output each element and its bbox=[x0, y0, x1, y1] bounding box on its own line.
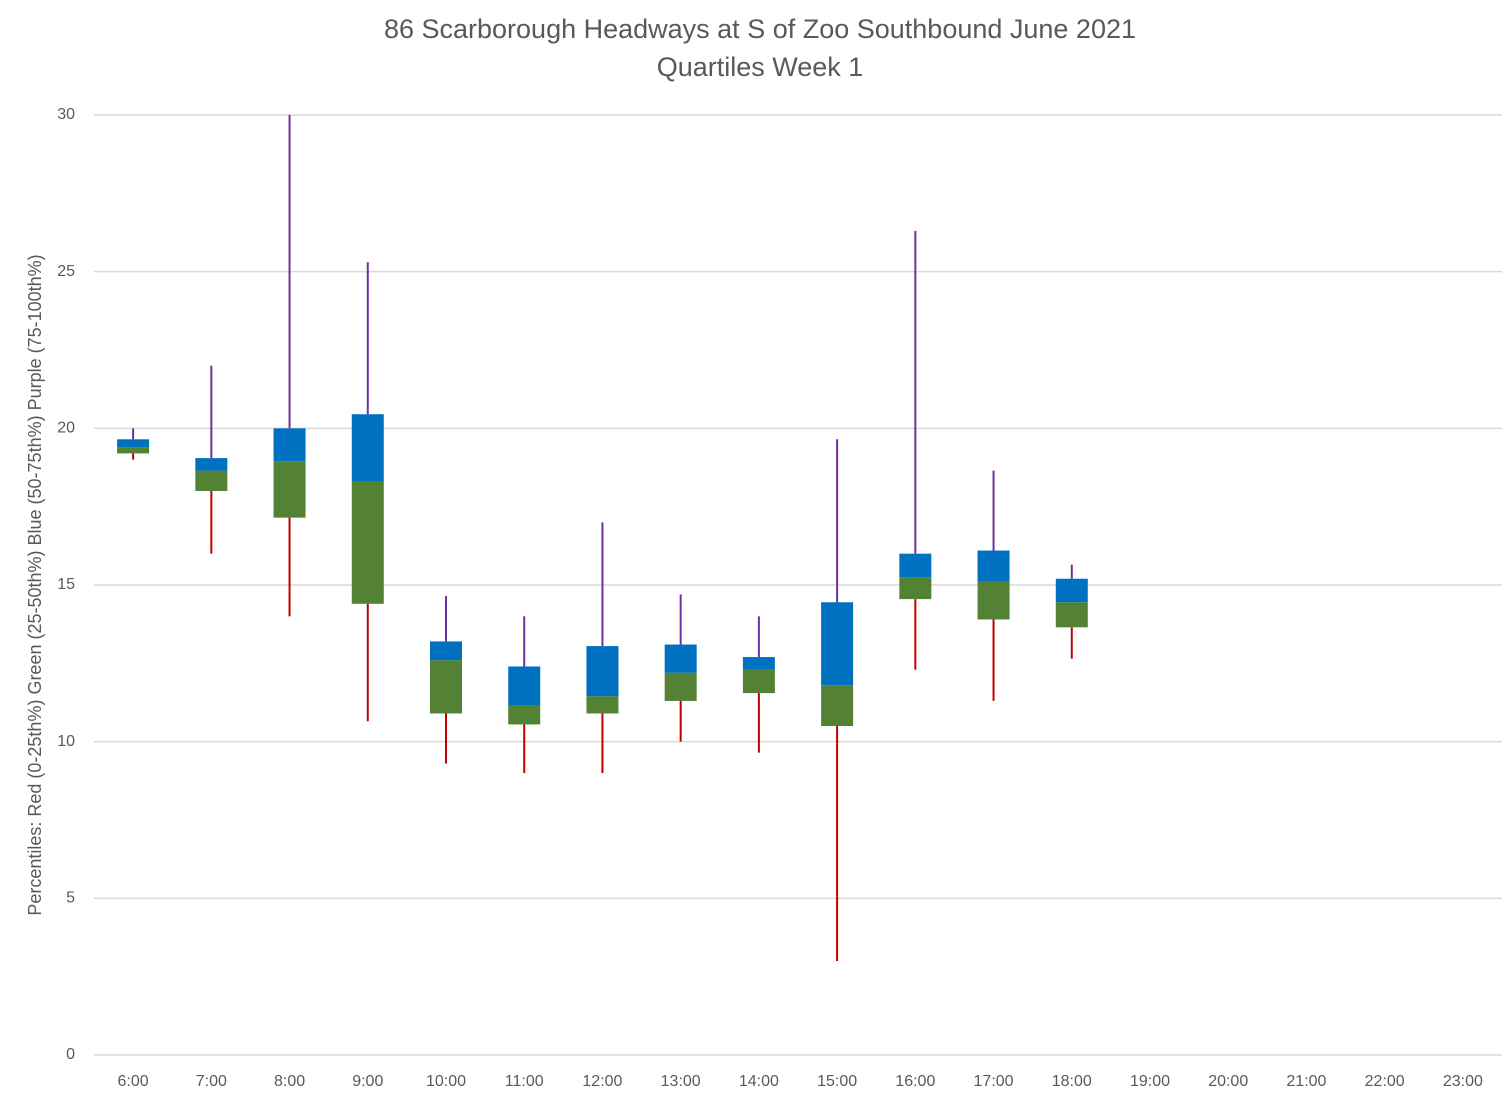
y-tick-label: 10 bbox=[57, 733, 75, 750]
y-tick-label: 0 bbox=[66, 1046, 75, 1063]
lower-box bbox=[508, 705, 541, 725]
upper-box bbox=[508, 666, 541, 706]
upper-box bbox=[977, 550, 1010, 582]
lower-box bbox=[899, 577, 932, 600]
upper-box bbox=[899, 553, 932, 578]
upper-box bbox=[273, 428, 306, 462]
upper-box bbox=[117, 439, 150, 448]
upper-box bbox=[742, 657, 775, 670]
x-tick-label: 10:00 bbox=[426, 1073, 466, 1090]
upper-box bbox=[1055, 578, 1088, 603]
lower-box bbox=[821, 685, 854, 726]
upper-box bbox=[664, 644, 697, 673]
upper-box bbox=[430, 641, 462, 661]
lower-box bbox=[351, 481, 384, 604]
y-tick-label: 30 bbox=[57, 106, 75, 123]
x-tick-label: 11:00 bbox=[505, 1073, 544, 1090]
x-tick-label: 20:00 bbox=[1208, 1073, 1248, 1090]
x-tick-label: 18:00 bbox=[1052, 1073, 1092, 1090]
upper-box bbox=[195, 458, 228, 471]
x-tick-label: 17:00 bbox=[974, 1073, 1014, 1090]
lower-box bbox=[977, 581, 1010, 620]
x-tick-label: 16:00 bbox=[895, 1073, 935, 1090]
x-tick-label: 9:00 bbox=[352, 1073, 383, 1090]
chart-subtitle: Quartiles Week 1 bbox=[657, 52, 864, 82]
y-axis-label: Percentiles: Red (0-25th%) Green (25-50t… bbox=[25, 254, 45, 915]
chart-title: 86 Scarborough Headways at S of Zoo Sout… bbox=[384, 14, 1136, 44]
upper-box bbox=[821, 602, 854, 686]
y-tick-label: 20 bbox=[57, 420, 75, 437]
x-tick-label: 7:00 bbox=[196, 1073, 227, 1090]
x-tick-label: 6:00 bbox=[118, 1073, 149, 1090]
lower-box bbox=[195, 470, 228, 491]
y-tick-label: 15 bbox=[57, 576, 75, 593]
x-tick-label: 23:00 bbox=[1443, 1073, 1483, 1090]
x-tick-label: 14:00 bbox=[739, 1073, 779, 1090]
lower-box bbox=[273, 461, 306, 518]
y-tick-label: 25 bbox=[57, 263, 75, 280]
lower-box bbox=[664, 672, 697, 701]
x-tick-label: 15:00 bbox=[817, 1073, 857, 1090]
y-tick-label: 5 bbox=[66, 890, 75, 907]
lower-box bbox=[430, 660, 462, 714]
x-tick-label: 13:00 bbox=[661, 1073, 701, 1090]
x-tick-label: 12:00 bbox=[582, 1073, 622, 1090]
lower-box bbox=[117, 447, 150, 454]
upper-box bbox=[586, 646, 619, 697]
lower-box bbox=[1055, 602, 1088, 628]
lower-box bbox=[742, 669, 775, 694]
upper-box bbox=[351, 414, 384, 482]
x-tick-label: 21:00 bbox=[1286, 1073, 1326, 1090]
x-tick-label: 8:00 bbox=[274, 1073, 305, 1090]
lower-box bbox=[586, 696, 619, 714]
x-tick-label: 22:00 bbox=[1365, 1073, 1405, 1090]
x-tick-label: 19:00 bbox=[1130, 1073, 1170, 1090]
